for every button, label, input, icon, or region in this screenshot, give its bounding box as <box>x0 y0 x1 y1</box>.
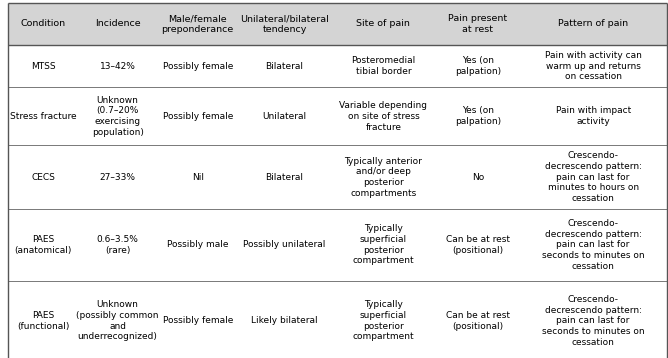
Text: Can be at rest
(positional): Can be at rest (positional) <box>446 235 510 255</box>
Text: Possibly female: Possibly female <box>162 112 233 121</box>
Text: Bilateral: Bilateral <box>266 62 303 71</box>
Text: Pain with impact
activity: Pain with impact activity <box>556 106 631 126</box>
Text: Typically
superficial
posterior
compartment: Typically superficial posterior compartm… <box>353 224 414 266</box>
Bar <box>8 3 667 45</box>
Text: Stress fracture: Stress fracture <box>10 112 76 121</box>
Text: Variable depending
on site of stress
fracture: Variable depending on site of stress fra… <box>339 101 428 132</box>
Text: Crescendo-
decrescendo pattern:
pain can last for
seconds to minutes on
cessatio: Crescendo- decrescendo pattern: pain can… <box>542 219 645 271</box>
Text: Posteromedial
tibial border: Posteromedial tibial border <box>351 56 415 76</box>
Text: PAES
(functional): PAES (functional) <box>17 311 69 331</box>
Text: 27–33%: 27–33% <box>100 173 136 182</box>
Text: Unknown
(0.7–20%
exercising
population): Unknown (0.7–20% exercising population) <box>92 96 144 137</box>
Text: Pain with activity can
warm up and returns
on cessation: Pain with activity can warm up and retur… <box>544 51 642 82</box>
Text: Likely bilateral: Likely bilateral <box>251 316 318 325</box>
Text: Male/female
preponderance: Male/female preponderance <box>162 14 234 34</box>
Text: Can be at rest
(positional): Can be at rest (positional) <box>446 311 510 331</box>
Text: PAES
(anatomical): PAES (anatomical) <box>15 235 71 255</box>
Text: Site of pain: Site of pain <box>357 19 410 29</box>
Text: MTSS: MTSS <box>31 62 55 71</box>
Text: Possibly unilateral: Possibly unilateral <box>243 240 326 250</box>
Text: Possibly male: Possibly male <box>167 240 228 250</box>
Text: Incidence: Incidence <box>95 19 140 29</box>
Text: Yes (on
palpation): Yes (on palpation) <box>455 56 501 76</box>
Text: Condition: Condition <box>21 19 65 29</box>
Text: CECS: CECS <box>31 173 55 182</box>
Text: Typically
superficial
posterior
compartment: Typically superficial posterior compartm… <box>353 300 414 342</box>
Text: 0.6–3.5%
(rare): 0.6–3.5% (rare) <box>97 235 138 255</box>
Text: 13–42%: 13–42% <box>100 62 136 71</box>
Text: Crescendo-
decrescendo pattern:
pain can last for
minutes to hours on
cessation: Crescendo- decrescendo pattern: pain can… <box>544 151 642 203</box>
Text: Pattern of pain: Pattern of pain <box>558 19 628 29</box>
Text: Pain present
at rest: Pain present at rest <box>448 14 508 34</box>
Text: Unknown
(possibly common
and
underrecognized): Unknown (possibly common and underrecogn… <box>76 300 159 342</box>
Text: Crescendo-
decrescendo pattern:
pain can last for
seconds to minutes on
cessatio: Crescendo- decrescendo pattern: pain can… <box>542 295 645 347</box>
Text: Bilateral: Bilateral <box>266 173 303 182</box>
Text: Unilateral/bilateral
tendency: Unilateral/bilateral tendency <box>240 14 329 34</box>
Text: Nil: Nil <box>192 173 204 182</box>
Text: Possibly female: Possibly female <box>162 62 233 71</box>
Text: Possibly female: Possibly female <box>162 316 233 325</box>
Text: Typically anterior
and/or deep
posterior
compartments: Typically anterior and/or deep posterior… <box>345 156 422 198</box>
Text: No: No <box>472 173 484 182</box>
Text: Unilateral: Unilateral <box>263 112 307 121</box>
Text: Yes (on
palpation): Yes (on palpation) <box>455 106 501 126</box>
